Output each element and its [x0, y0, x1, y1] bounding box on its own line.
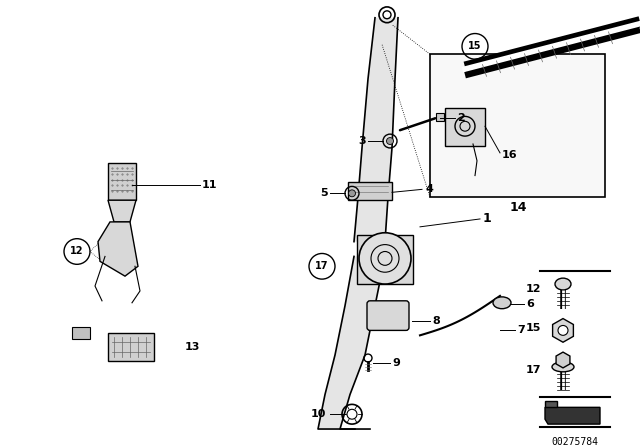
- Ellipse shape: [555, 278, 571, 290]
- Text: 3: 3: [358, 136, 366, 146]
- Bar: [430, 54, 605, 197]
- Text: 15: 15: [468, 41, 482, 52]
- Bar: [108, 163, 136, 200]
- Text: 15: 15: [525, 323, 541, 333]
- Text: 11: 11: [202, 181, 218, 190]
- Text: 4: 4: [425, 185, 433, 194]
- Polygon shape: [98, 222, 138, 276]
- Polygon shape: [545, 401, 557, 407]
- Text: 8: 8: [432, 315, 440, 326]
- Text: 6: 6: [526, 299, 534, 309]
- Polygon shape: [354, 18, 398, 241]
- Text: 17: 17: [316, 261, 329, 271]
- Bar: [445, 108, 485, 146]
- Bar: [436, 113, 444, 121]
- Text: 14: 14: [510, 201, 527, 214]
- Text: 00275784: 00275784: [552, 437, 598, 447]
- Bar: [348, 182, 392, 200]
- Ellipse shape: [552, 362, 574, 372]
- Text: 1: 1: [483, 212, 492, 225]
- Circle shape: [349, 190, 355, 197]
- Text: 16: 16: [502, 150, 518, 160]
- Circle shape: [359, 233, 411, 284]
- Polygon shape: [108, 200, 136, 222]
- Bar: [72, 327, 90, 339]
- Text: 17: 17: [525, 365, 541, 375]
- Text: 12: 12: [525, 284, 541, 294]
- Text: 5: 5: [321, 188, 328, 198]
- Text: 9: 9: [392, 358, 400, 368]
- Circle shape: [387, 138, 394, 145]
- Circle shape: [558, 325, 568, 336]
- Ellipse shape: [493, 297, 511, 309]
- FancyBboxPatch shape: [108, 333, 154, 361]
- Text: 7: 7: [517, 325, 525, 336]
- Text: 13: 13: [185, 342, 200, 352]
- Bar: [357, 235, 413, 284]
- Text: 2: 2: [457, 113, 465, 123]
- Text: 12: 12: [70, 246, 84, 257]
- Polygon shape: [318, 256, 385, 429]
- Text: 10: 10: [310, 409, 326, 419]
- Polygon shape: [545, 407, 600, 424]
- FancyBboxPatch shape: [367, 301, 409, 331]
